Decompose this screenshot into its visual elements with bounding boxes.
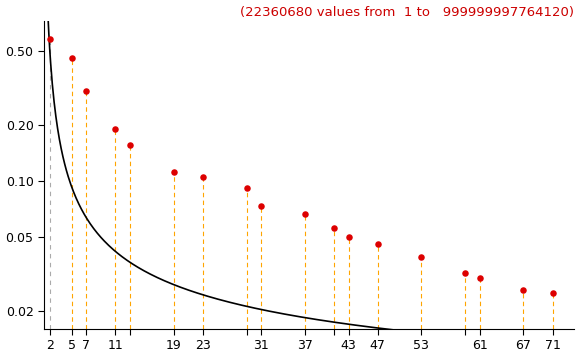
Point — [329, 225, 339, 231]
Point — [82, 88, 91, 93]
Point — [548, 290, 557, 296]
Text: (22360680 values from  1 to   999999997764120): (22360680 values from 1 to 9999999977641… — [241, 6, 574, 19]
Point — [67, 55, 77, 61]
Point — [242, 185, 251, 190]
Point — [198, 174, 208, 180]
Point — [300, 212, 310, 217]
Point — [373, 241, 382, 246]
Point — [461, 270, 470, 276]
Point — [344, 234, 353, 240]
Point — [256, 203, 266, 209]
Point — [475, 275, 484, 281]
Point — [125, 142, 135, 148]
Point — [519, 287, 528, 292]
Point — [169, 169, 178, 174]
Point — [417, 254, 426, 260]
Point — [45, 36, 55, 42]
Point — [111, 126, 120, 132]
